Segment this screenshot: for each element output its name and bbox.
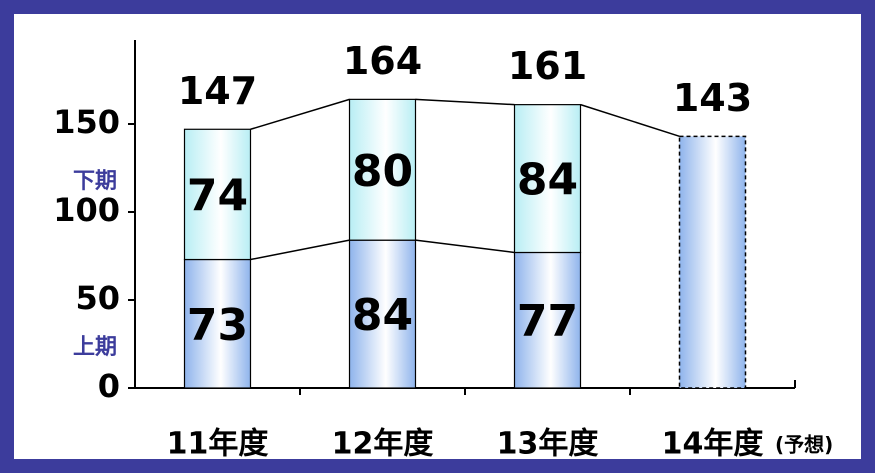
value-label: 84: [517, 155, 578, 206]
value-label: 80: [352, 146, 413, 197]
legend-label: 下期: [73, 169, 117, 194]
value-label: 74: [187, 170, 248, 221]
x-tick-label: 12年度: [332, 427, 434, 462]
value-label: 73: [187, 300, 248, 351]
legend-label: 上期: [73, 335, 117, 360]
total-label: 164: [343, 39, 422, 83]
total-label: 147: [178, 69, 257, 113]
connector-line: [415, 239, 515, 254]
bar-segment: [348, 98, 417, 241]
forecast-note: (予想): [775, 433, 833, 457]
x-tick-label: 14年度: [662, 427, 764, 462]
total-label: 143: [673, 76, 752, 120]
total-label: 161: [508, 44, 587, 88]
connector-line: [250, 239, 350, 261]
bar-segment: [513, 251, 582, 389]
bar-segment: [513, 104, 582, 254]
connector-line: [415, 98, 515, 106]
x-tick-label: 11年度: [167, 427, 269, 462]
x-tick-label: 13年度: [497, 427, 599, 462]
y-tick-label: 0: [98, 367, 120, 405]
y-tick-label: 100: [53, 191, 120, 229]
y-tick-label: 50: [75, 279, 120, 317]
bar-segment: [183, 258, 252, 389]
connector-line: [580, 103, 680, 138]
value-label: 77: [517, 296, 578, 347]
y-tick-label: 150: [53, 103, 120, 141]
bar-segment: [183, 128, 252, 261]
value-label: 84: [352, 290, 413, 341]
connector-line: [250, 98, 350, 130]
forecast-bar: [678, 135, 747, 389]
